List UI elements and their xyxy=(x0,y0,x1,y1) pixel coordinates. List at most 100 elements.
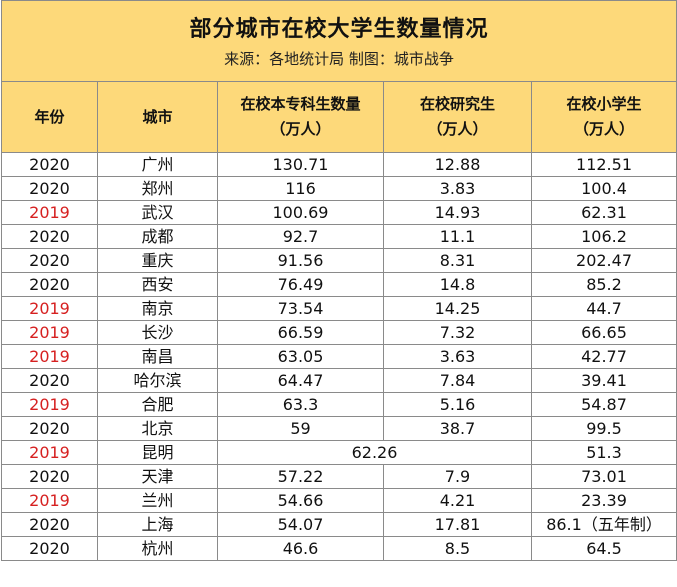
city-cell: 哈尔滨 xyxy=(97,368,218,393)
year-cell: 2020 xyxy=(1,248,98,273)
grad-cell: 11.1 xyxy=(383,224,532,249)
grad-cell: 14.25 xyxy=(383,296,532,321)
header-city: 城市 xyxy=(97,81,218,153)
primary-cell: 202.47 xyxy=(530,248,677,273)
table-row: 2020 广州 130.71 12.88 112.51 xyxy=(1,152,677,177)
grad-cell: 7.32 xyxy=(383,320,532,345)
year-cell: 2020 xyxy=(1,224,98,249)
primary-cell: 64.5 xyxy=(530,536,677,561)
table-row: 2020 天津 57.22 7.9 73.01 xyxy=(1,464,677,489)
year-cell: 2020 xyxy=(1,416,98,441)
header-undergrad: 在校本专科生数量 （万人） xyxy=(217,81,384,153)
header-primary-line2: （万人） xyxy=(574,120,635,138)
undergrad-cell: 54.07 xyxy=(217,512,384,537)
primary-cell: 42.77 xyxy=(530,344,677,369)
year-cell: 2019 xyxy=(1,392,98,417)
student-stats-table: 部分城市在校大学生数量情况 来源：各地统计局 制图：城市战争 年份 城市 在校本… xyxy=(0,0,677,561)
table-row: 2019 昆明 62.26 51.3 xyxy=(1,440,677,465)
grad-cell: 5.16 xyxy=(383,392,532,417)
year-cell: 2019 xyxy=(1,296,98,321)
city-cell: 南昌 xyxy=(97,344,218,369)
year-cell: 2020 xyxy=(1,272,98,297)
undergrad-cell: 66.59 xyxy=(217,320,384,345)
year-cell: 2020 xyxy=(1,152,98,177)
primary-cell: 86.1（五年制） xyxy=(530,512,677,537)
primary-cell: 100.4 xyxy=(530,176,677,201)
table-row: 2019 武汉 100.69 14.93 62.31 xyxy=(1,200,677,225)
primary-cell: 85.2 xyxy=(530,272,677,297)
undergrad-cell: 130.71 xyxy=(217,152,384,177)
city-cell: 武汉 xyxy=(97,200,218,225)
city-cell: 郑州 xyxy=(97,176,218,201)
grad-cell: 14.8 xyxy=(383,272,532,297)
city-cell: 兰州 xyxy=(97,488,218,513)
city-cell: 北京 xyxy=(97,416,218,441)
undergrad-cell: 92.7 xyxy=(217,224,384,249)
city-cell: 南京 xyxy=(97,296,218,321)
table-title: 部分城市在校大学生数量情况 xyxy=(189,17,489,42)
grad-cell: 14.93 xyxy=(383,200,532,225)
city-cell: 上海 xyxy=(97,512,218,537)
header-year: 年份 xyxy=(1,81,98,153)
city-cell: 天津 xyxy=(97,464,218,489)
grad-cell: 7.9 xyxy=(383,464,532,489)
undergrad-cell: 73.54 xyxy=(217,296,384,321)
primary-cell: 44.7 xyxy=(530,296,677,321)
table-row: 2020 杭州 46.6 8.5 64.5 xyxy=(1,536,677,561)
table-row: 2020 西安 76.49 14.8 85.2 xyxy=(1,272,677,297)
grad-cell: 3.83 xyxy=(383,176,532,201)
year-cell: 2020 xyxy=(1,368,98,393)
undergrad-cell: 100.69 xyxy=(217,200,384,225)
primary-cell: 112.51 xyxy=(530,152,677,177)
year-cell: 2020 xyxy=(1,512,98,537)
city-cell: 重庆 xyxy=(97,248,218,273)
header-primary: 在校小学生 （万人） xyxy=(530,81,677,153)
city-cell: 昆明 xyxy=(97,440,218,465)
grad-cell: 12.88 xyxy=(383,152,532,177)
title-banner: 部分城市在校大学生数量情况 来源：各地统计局 制图：城市战争 xyxy=(0,0,677,82)
header-grad: 在校研究生 （万人） xyxy=(383,81,532,153)
table-row: 2019 长沙 66.59 7.32 66.65 xyxy=(1,320,677,345)
table-row: 2020 北京 59 38.7 99.5 xyxy=(1,416,677,441)
primary-cell: 73.01 xyxy=(530,464,677,489)
year-cell: 2019 xyxy=(1,320,98,345)
header-grad-line1: 在校研究生 xyxy=(419,95,495,113)
undergrad-cell: 116 xyxy=(217,176,384,201)
undergrad-cell: 63.05 xyxy=(217,344,384,369)
grad-cell: 8.5 xyxy=(383,536,532,561)
table-row: 2020 重庆 91.56 8.31 202.47 xyxy=(1,248,677,273)
primary-cell: 51.3 xyxy=(530,440,677,465)
undergrad-cell: 57.22 xyxy=(217,464,384,489)
grad-cell: 17.81 xyxy=(383,512,532,537)
grad-cell: 38.7 xyxy=(383,416,532,441)
undergrad-cell: 54.66 xyxy=(217,488,384,513)
grad-cell: 4.21 xyxy=(383,488,532,513)
header-grad-line2: （万人） xyxy=(427,120,488,138)
primary-cell: 66.65 xyxy=(530,320,677,345)
undergrad-cell: 91.56 xyxy=(217,248,384,273)
table-row: 2020 上海 54.07 17.81 86.1（五年制） xyxy=(1,512,677,537)
undergrad-cell: 64.47 xyxy=(217,368,384,393)
header-primary-line1: 在校小学生 xyxy=(566,95,642,113)
undergrad-cell: 63.3 xyxy=(217,392,384,417)
year-cell: 2020 xyxy=(1,464,98,489)
year-cell: 2019 xyxy=(1,200,98,225)
year-cell: 2019 xyxy=(1,344,98,369)
primary-cell: 39.41 xyxy=(530,368,677,393)
table-row: 2019 合肥 63.3 5.16 54.87 xyxy=(1,392,677,417)
year-cell: 2020 xyxy=(1,176,98,201)
primary-cell: 106.2 xyxy=(530,224,677,249)
table-row: 2020 成都 92.7 11.1 106.2 xyxy=(1,224,677,249)
table-row: 2019 南京 73.54 14.25 44.7 xyxy=(1,296,677,321)
source-note: 来源：各地统计局 制图：城市战争 xyxy=(224,50,454,68)
primary-cell: 23.39 xyxy=(530,488,677,513)
undergrad-cell: 46.6 xyxy=(217,536,384,561)
city-cell: 广州 xyxy=(97,152,218,177)
table-row: 2019 兰州 54.66 4.21 23.39 xyxy=(1,488,677,513)
city-cell: 成都 xyxy=(97,224,218,249)
header-undergrad-line1: 在校本专科生数量 xyxy=(240,95,361,113)
year-cell: 2020 xyxy=(1,536,98,561)
undergrad-cell: 59 xyxy=(217,416,384,441)
year-cell: 2019 xyxy=(1,488,98,513)
